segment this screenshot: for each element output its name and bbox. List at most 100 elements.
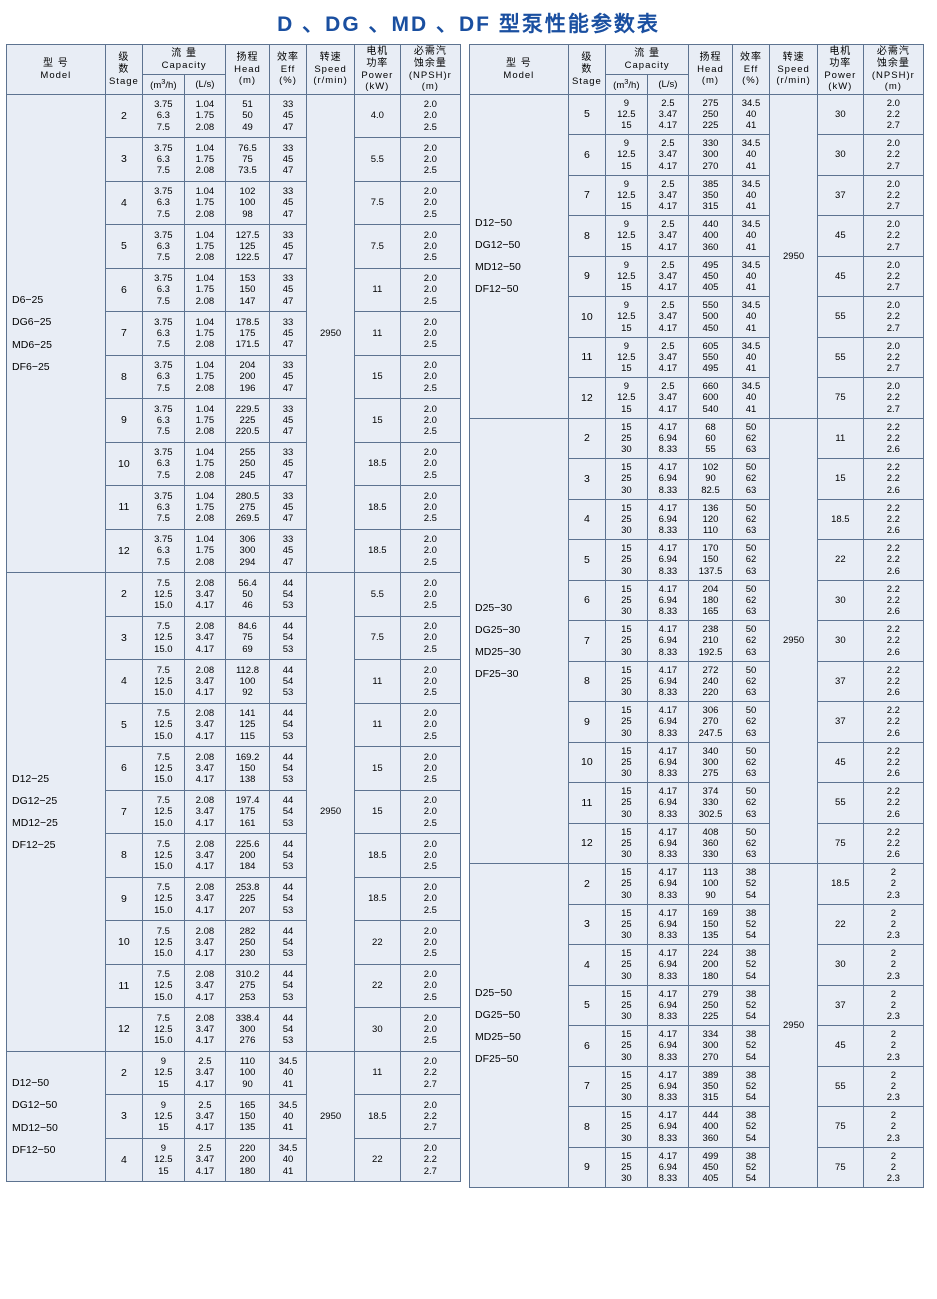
eff-cell: 38 52 54 xyxy=(731,1106,771,1148)
eff-cell: 44 54 53 xyxy=(268,746,308,791)
capacity-m3h-cell: 15 25 30 xyxy=(605,579,648,622)
npsh-cell: 2.0 2.0 2.5 xyxy=(399,572,462,617)
npsh-cell: 2.0 2.0 2.5 xyxy=(399,876,462,922)
head-cell: 204 200 196 xyxy=(225,354,270,400)
capacity-ls-cell: 1.04 1.75 2.08 xyxy=(183,224,227,269)
stage-cell: 12 xyxy=(104,1007,144,1052)
table-row: 6 7.5 12.5 15.0 2.08 3.47 4.17 169.2 150 138 44 54 5… xyxy=(7,746,462,791)
table-row: 11 3.75 6.3 7.5 1.04 1.75 2.08 280.5 275 269.5 33 4… xyxy=(7,485,462,530)
model-cell: D12−25 DG12−25 MD12−25 DF12−25 xyxy=(6,572,106,1052)
power-cell: 30 xyxy=(816,134,864,176)
stage-cell: 6 xyxy=(567,1025,607,1067)
head-cell: 408 360 330 xyxy=(688,822,733,865)
table-row: 7 15 25 30 4.17 6.94 8.33 389 350 315 38 52 54 55 2 2 2.… xyxy=(470,1065,925,1108)
eff-cell: 33 45 47 xyxy=(268,528,308,574)
power-cell: 45 xyxy=(816,215,864,257)
power-cell: 18.5 xyxy=(353,833,401,878)
power-cell: 55 xyxy=(816,782,864,824)
power-cell: 18.5 xyxy=(816,863,864,905)
header-capacity: 流 量 Capacity xyxy=(605,44,690,75)
head-cell: 169 150 135 xyxy=(688,903,733,946)
capacity-m3h-cell: 15 25 30 xyxy=(605,1025,648,1067)
eff-cell: 44 54 53 xyxy=(268,1007,308,1052)
header-eff: 效率 Eff (%) xyxy=(731,44,771,95)
stage-cell: 2 xyxy=(104,1050,144,1096)
capacity-ls-cell: 4.17 6.94 8.33 xyxy=(646,498,690,541)
power-cell: 18.5 xyxy=(353,876,401,922)
capacity-m3h-cell: 7.5 12.5 15.0 xyxy=(142,920,185,965)
npsh-cell: 2.0 2.2 2.7 xyxy=(862,255,925,298)
capacity-ls-cell: 4.17 6.94 8.33 xyxy=(646,903,690,946)
power-cell: 11 xyxy=(816,417,864,460)
header-capacity-unit-m3h: (m3/h) xyxy=(142,73,185,95)
table-row: 8 15 25 30 4.17 6.94 8.33 272 240 220 50 62 63 37 2.2 2… xyxy=(470,660,925,703)
model-cell: D6−25 DG6−25 MD6−25 DF6−25 xyxy=(6,93,106,574)
capacity-ls-cell: 4.17 6.94 8.33 xyxy=(646,579,690,622)
stage-cell: 4 xyxy=(104,1137,144,1183)
table-row: 3 9 12.5 15 2.5 3.47 4.17 165 150 135 34.5 40 41 18.5… xyxy=(7,1094,462,1139)
table-row: 4 3.75 6.3 7.5 1.04 1.75 2.08 102 100 98 33 45 47 7.5… xyxy=(7,180,462,226)
npsh-cell: 2.2 2.2 2.6 xyxy=(862,498,925,541)
npsh-cell: 2.2 2.2 2.6 xyxy=(862,660,925,703)
npsh-cell: 2.0 2.2 2.7 xyxy=(862,215,925,257)
power-cell: 15 xyxy=(353,398,401,443)
stage-cell: 2 xyxy=(567,863,607,905)
capacity-m3h-cell: 15 25 30 xyxy=(605,498,648,541)
npsh-cell: 2.0 2.2 2.7 xyxy=(399,1094,462,1139)
npsh-cell: 2.0 2.0 2.5 xyxy=(399,833,462,878)
table-row: 4 7.5 12.5 15.0 2.08 3.47 4.17 112.8 100 92 44 54 53… xyxy=(7,659,462,704)
eff-cell: 38 52 54 xyxy=(731,1065,771,1108)
table-row: D12−50 DG12−50 MD12−50 DF12−50 2 9 12.5 15 2.5 3.… xyxy=(6,1050,462,1183)
capacity-ls-cell: 4.17 6.94 8.33 xyxy=(646,458,690,500)
power-cell: 11 xyxy=(353,311,401,356)
capacity-ls-cell: 2.5 3.47 4.17 xyxy=(646,296,690,338)
head-cell: 112.8 100 92 xyxy=(225,659,270,704)
capacity-ls-cell: 2.5 3.47 4.17 xyxy=(646,377,690,419)
power-cell: 75 xyxy=(816,377,864,419)
eff-cell: 44 54 53 xyxy=(268,572,308,617)
head-cell: 550 500 450 xyxy=(688,296,733,338)
left-table-wrap: 型 号 Model 级数 Stage 流 量 Capacity 扬程 Head (m) 效率 Eff… xyxy=(6,44,462,1188)
eff-cell: 50 62 63 xyxy=(731,539,771,581)
capacity-ls-cell: 2.08 3.47 4.17 xyxy=(183,1007,227,1052)
npsh-cell: 2 2 2.3 xyxy=(862,863,925,905)
npsh-cell: 2 2 2.3 xyxy=(862,903,925,946)
npsh-cell: 2.2 2.2 2.6 xyxy=(862,822,925,865)
capacity-ls-cell: 2.08 3.47 4.17 xyxy=(183,702,227,748)
stage-cell: 10 xyxy=(567,741,607,784)
capacity-m3h-cell: 9 12.5 15 xyxy=(605,377,648,419)
table-row: 9 15 25 30 4.17 6.94 8.33 499 450 405 38 52 54 75 2 2 2.… xyxy=(470,1146,925,1189)
capacity-m3h-cell: 15 25 30 xyxy=(605,1065,648,1108)
head-cell: 340 300 275 xyxy=(688,741,733,784)
capacity-m3h-cell: 7.5 12.5 15.0 xyxy=(142,615,185,661)
capacity-m3h-cell: 3.75 6.3 7.5 xyxy=(142,528,185,574)
model-cell: D12−50 DG12−50 MD12−50 DF12−50 xyxy=(469,93,569,419)
power-cell: 18.5 xyxy=(353,441,401,487)
power-cell: 5.5 xyxy=(353,572,401,617)
table-header: 型 号 Model 级数 Stage 流 量 Capacity 扬程 Head (m) 效率 Eff… xyxy=(6,44,462,95)
eff-cell: 50 62 63 xyxy=(731,458,771,500)
stage-cell: 8 xyxy=(104,833,144,878)
npsh-cell: 2.0 2.0 2.5 xyxy=(399,354,462,400)
power-cell: 7.5 xyxy=(353,615,401,661)
capacity-ls-cell: 4.17 6.94 8.33 xyxy=(646,539,690,581)
npsh-cell: 2.0 2.2 2.7 xyxy=(862,296,925,338)
stage-cell: 12 xyxy=(567,822,607,865)
npsh-cell: 2.0 2.0 2.5 xyxy=(399,180,462,226)
page-title: D 、DG 、MD 、DF 型泵性能参数表 xyxy=(277,13,660,36)
head-cell: 272 240 220 xyxy=(688,660,733,703)
header-model: 型 号 Model xyxy=(469,44,569,95)
power-cell: 55 xyxy=(816,296,864,338)
capacity-ls-cell: 4.17 6.94 8.33 xyxy=(646,1065,690,1108)
npsh-cell: 2.0 2.0 2.5 xyxy=(399,615,462,661)
head-cell: 169.2 150 138 xyxy=(225,746,270,791)
eff-cell: 44 54 53 xyxy=(268,920,308,965)
stage-cell: 4 xyxy=(567,944,607,986)
eff-cell: 44 54 53 xyxy=(268,963,308,1009)
eff-cell: 33 45 47 xyxy=(268,485,308,530)
capacity-ls-cell: 4.17 6.94 8.33 xyxy=(646,822,690,865)
speed-cell: 2950 xyxy=(769,863,818,1189)
speed-cell: 2950 xyxy=(306,572,355,1052)
table-row: 10 7.5 12.5 15.0 2.08 3.47 4.17 282 250 230 44 54 53… xyxy=(7,920,462,965)
capacity-ls-cell: 4.17 6.94 8.33 xyxy=(646,782,690,824)
